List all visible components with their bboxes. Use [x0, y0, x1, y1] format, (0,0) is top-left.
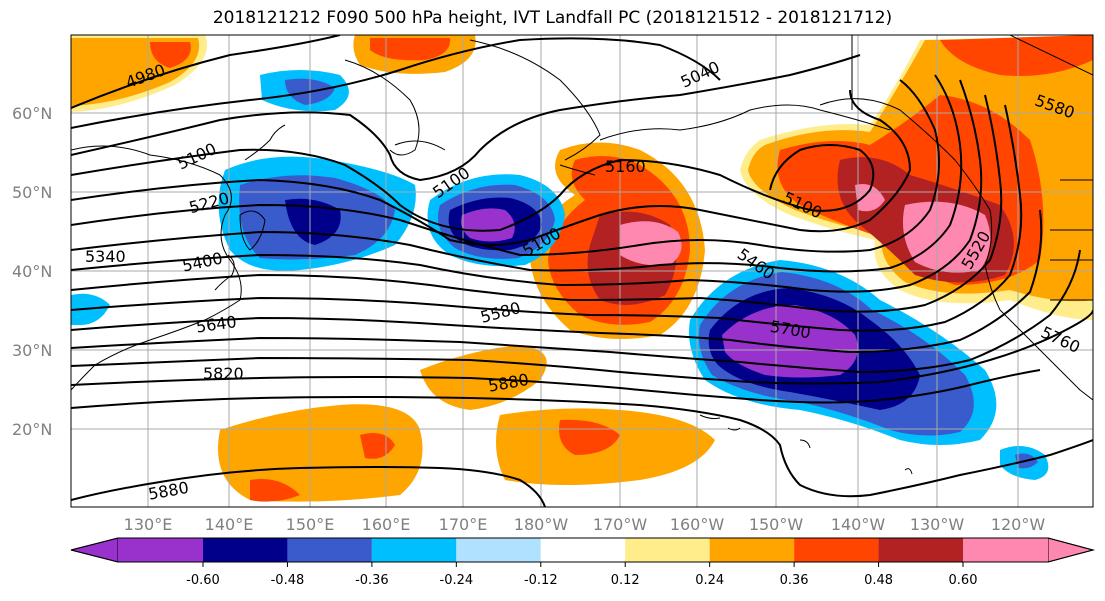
colorbar-segment — [963, 538, 1048, 562]
lon-label: 130°E — [124, 515, 173, 534]
colorbar-segment — [709, 538, 795, 562]
contour-label: 5340 — [85, 247, 126, 266]
lat-label: 20°N — [12, 420, 52, 439]
colorbar-segment — [203, 538, 288, 562]
lat-label: 40°N — [12, 262, 52, 281]
colorbar-segment — [878, 538, 963, 562]
lon-label: 120°W — [991, 515, 1046, 534]
lon-label: 150°W — [749, 515, 804, 534]
colorbar-tick-label: 0.60 — [949, 573, 978, 588]
colorbar-tick-label: 0.24 — [695, 573, 724, 588]
ivt-positive-shading — [71, 35, 1093, 502]
height-contours — [71, 35, 1093, 507]
colorbar-tick-label: -0.36 — [355, 573, 389, 588]
colorbar-segment — [540, 538, 626, 562]
lon-label: 140°W — [831, 515, 886, 534]
colorbar-extend-low — [70, 537, 119, 563]
colorbar-tick-label: -0.48 — [271, 573, 305, 588]
lon-label: 160°W — [670, 515, 725, 534]
colorbar-segment — [118, 538, 203, 562]
longitude-axis: 130°E 140°E 150°E 160°E 170°E 180°W 170°… — [124, 515, 1046, 534]
colorbar-segment — [287, 538, 372, 562]
map-plot: 4980 5040 5100 5100 5100 5100 5160 5220 … — [71, 35, 1093, 507]
lon-label: 170°E — [439, 515, 488, 534]
latitude-axis: 20°N 30°N 40°N 50°N 60°N — [12, 104, 52, 439]
contour-label: 5160 — [605, 157, 646, 176]
map-title: 2018121212 F090 500 hPa height, IVT Land… — [212, 8, 893, 28]
colorbar-tick-label: 0.48 — [864, 573, 893, 588]
colorbar-segment — [371, 538, 457, 562]
colorbar-tick-label: -0.12 — [524, 573, 558, 588]
lon-label: 160°E — [362, 515, 411, 534]
colorbar-segment — [456, 538, 541, 562]
lon-label: 140°E — [205, 515, 254, 534]
colorbar-tick-label: -0.60 — [186, 573, 220, 588]
colorbar-segment — [794, 538, 879, 562]
lon-label: 130°W — [910, 515, 965, 534]
colorbar-tick-label: -0.24 — [440, 573, 474, 588]
colorbar-frame — [70, 537, 1095, 563]
colorbar-extend-high — [1047, 537, 1095, 563]
lon-label: 180°W — [514, 515, 569, 534]
colorbar-tick-label: 0.12 — [611, 573, 640, 588]
lat-label: 30°N — [12, 341, 52, 360]
lon-label: 150°E — [286, 515, 335, 534]
lat-label: 50°N — [12, 183, 52, 202]
colorbar-tick-label: 0.36 — [780, 573, 809, 588]
contour-label: 5820 — [203, 364, 244, 383]
map-frame — [70, 34, 1094, 508]
lat-label: 60°N — [12, 104, 52, 123]
coastlines — [71, 35, 1093, 475]
lon-label: 170°W — [593, 515, 648, 534]
colorbar: -0.60 -0.48 -0.36 -0.24 -0.12 0.12 0.24 0.36 0.4… — [70, 537, 1095, 588]
colorbar-segment — [625, 538, 710, 562]
